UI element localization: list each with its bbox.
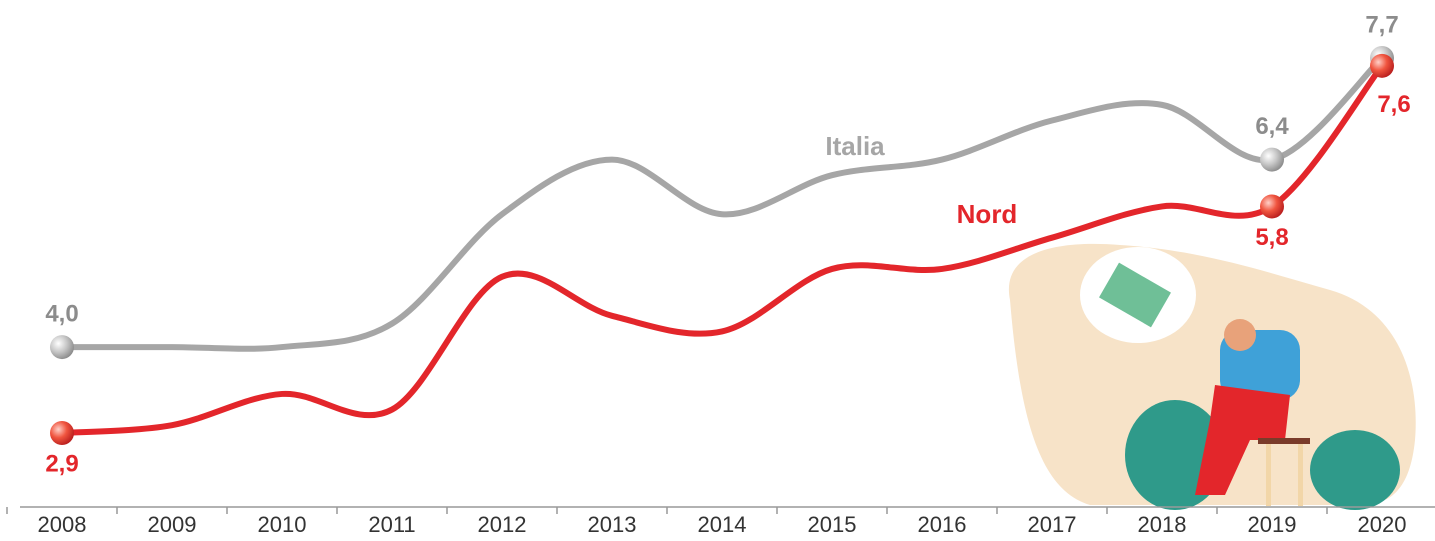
- illustration: [1008, 243, 1416, 510]
- series-label: Nord: [957, 199, 1018, 229]
- point-marker: [50, 421, 74, 445]
- value-label: 5,8: [1255, 224, 1288, 251]
- series-line: [62, 55, 1385, 352]
- x-tick-label: 2013: [588, 512, 637, 537]
- point-marker: [1260, 147, 1284, 172]
- x-tick-label: 2009: [148, 512, 197, 537]
- series-label: Italia: [825, 131, 885, 161]
- x-tick-label: 2020: [1358, 512, 1407, 537]
- x-tick-label: 2014: [698, 512, 747, 537]
- x-tick-label: 2008: [38, 512, 87, 537]
- point-marker: [1370, 53, 1394, 78]
- point-marker: [1260, 194, 1284, 219]
- x-tick-label: 2018: [1138, 512, 1187, 537]
- x-tick-label: 2017: [1028, 512, 1077, 537]
- series-line: [61, 63, 1385, 436]
- value-label: 7,7: [1365, 11, 1398, 38]
- x-tick-label: 2011: [368, 512, 415, 537]
- x-tick-label: 2010: [258, 512, 307, 537]
- x-tick-label: 2019: [1248, 512, 1297, 537]
- x-tick-label: 2012: [478, 512, 527, 537]
- x-tick-label: 2016: [918, 512, 967, 537]
- value-label: 4,0: [45, 300, 78, 327]
- value-label: 6,4: [1255, 113, 1289, 140]
- x-tick-label: 2015: [808, 512, 857, 537]
- point-marker: [50, 335, 74, 360]
- value-label: 2,9: [45, 450, 78, 477]
- value-label: 7,6: [1377, 91, 1410, 118]
